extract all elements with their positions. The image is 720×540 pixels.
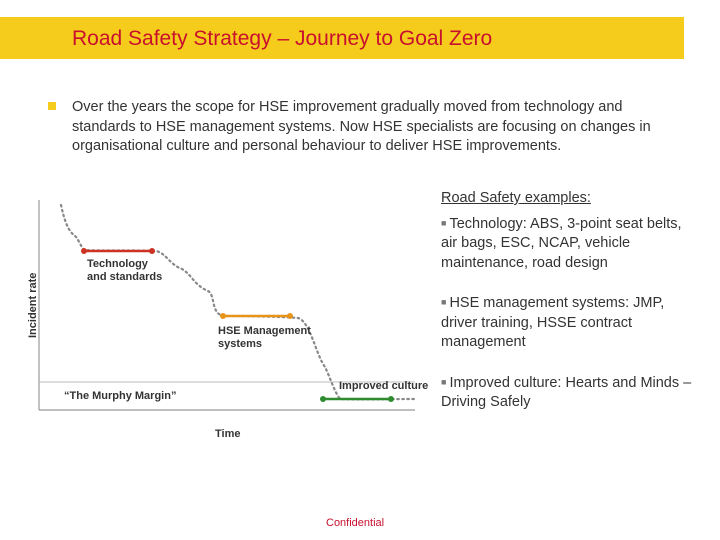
murphy-margin-label: “The Murphy Margin” xyxy=(64,390,176,402)
incident-rate-curve xyxy=(59,203,418,401)
title-bar: Road Safety Strategy – Journey to Goal Z… xyxy=(0,17,684,59)
technology-stage-label-1: Technology xyxy=(87,258,149,270)
bullet-dot-icon: ■ xyxy=(441,376,447,387)
bullet-square-icon xyxy=(48,102,56,110)
culture-stage-label: Improved culture xyxy=(339,380,428,392)
hse-stage-label-2: systems xyxy=(218,338,262,350)
examples-heading: Road Safety examples: xyxy=(441,190,591,206)
example-item: ■ Improved culture: Hearts and Minds – Dr… xyxy=(441,373,701,413)
culture-stage-line xyxy=(320,396,394,402)
example-item: ■ Technology: ABS, 3-point seat belts, ai… xyxy=(441,214,701,274)
hse-stage-label-1: HSE Management xyxy=(218,325,311,337)
page-title: Road Safety Strategy – Journey to Goal Z… xyxy=(72,27,493,50)
x-axis-label: Time xyxy=(215,428,240,440)
confidential-label: Confidential xyxy=(326,517,385,529)
goal-zero-diagram: Incident rate Time Technology and standa… xyxy=(27,200,428,440)
intro-text: Over the years the scope for HSE improve… xyxy=(72,99,651,154)
technology-stage-label-2: and standards xyxy=(87,271,162,283)
example-culture: Improved culture: Hearts and Minds – Dri… xyxy=(441,374,692,411)
bullet-dot-icon: ■ xyxy=(441,297,447,307)
y-axis-label: Incident rate xyxy=(27,273,39,338)
technology-stage-line xyxy=(81,248,155,254)
bullet-dot-icon: ■ xyxy=(441,217,447,228)
example-hse: HSE management systems: JMP, driver trai… xyxy=(441,295,665,350)
example-item: ■ HSE management systems: JMP, driver tra… xyxy=(441,293,701,353)
hse-stage-line xyxy=(220,313,293,319)
example-technology: Technology: ABS, 3-point seat belts, air… xyxy=(441,215,682,271)
road-safety-examples: Road Safety examples: ■ Technology: ABS, … xyxy=(441,189,701,433)
